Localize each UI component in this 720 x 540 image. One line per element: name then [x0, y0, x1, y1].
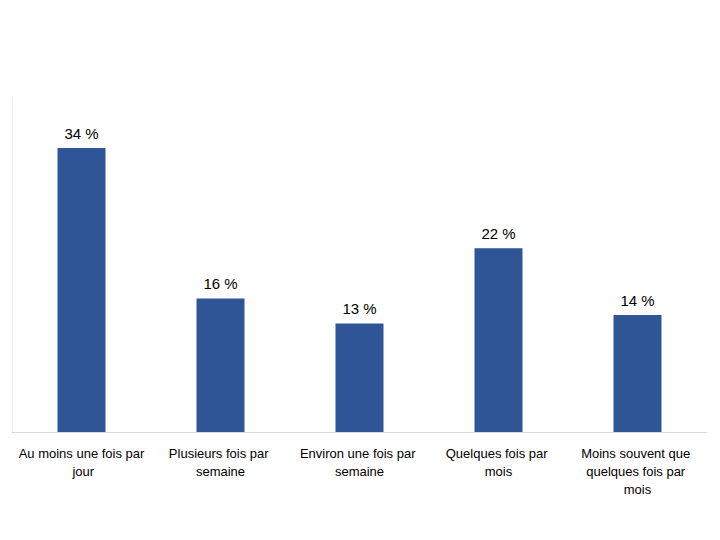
svg-text:Environ une fois par: Environ une fois par	[300, 446, 419, 461]
svg-text:semaine: semaine	[335, 464, 384, 479]
svg-text:jour: jour	[69, 464, 95, 479]
svg-text:Au moins une fois par: Au moins une fois par	[19, 446, 145, 461]
svg-text:Plusieurs fois par: Plusieurs fois par	[169, 446, 272, 461]
svg-text:mois: mois	[624, 482, 652, 497]
svg-text:13 %: 13 %	[342, 300, 376, 317]
svg-text:Moins souvent que: Moins souvent que	[581, 446, 694, 461]
svg-text:Quelques fois par: Quelques fois par	[446, 446, 552, 461]
svg-text:14 %: 14 %	[620, 292, 654, 309]
svg-text:semaine: semaine	[196, 464, 245, 479]
svg-text:22 %: 22 %	[481, 225, 515, 242]
svg-text:mois: mois	[485, 464, 513, 479]
svg-text:16 %: 16 %	[203, 275, 237, 292]
svg-text:34 %: 34 %	[64, 125, 98, 142]
svg-text:quelques fois par: quelques fois par	[586, 464, 689, 479]
